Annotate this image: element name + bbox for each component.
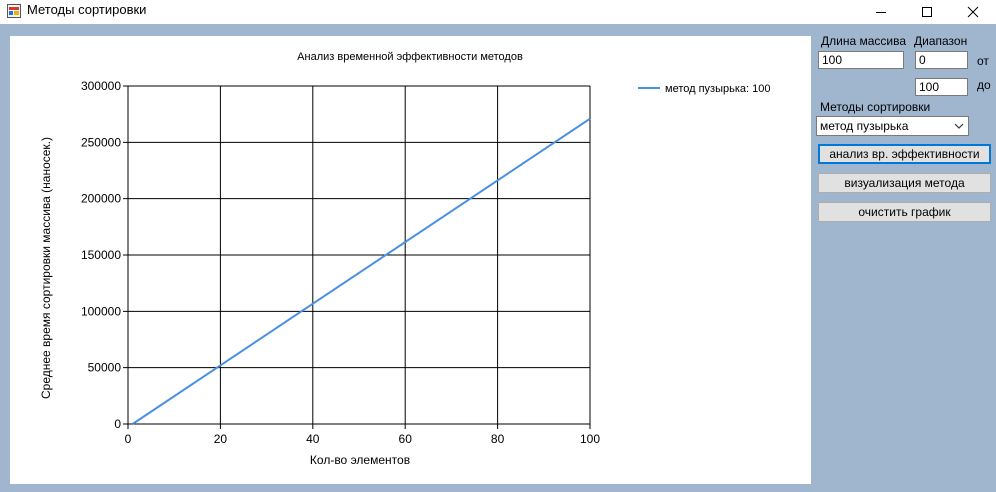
range-from-input[interactable]: 0 <box>915 51 968 69</box>
y-tick-label: 250000 <box>81 135 121 149</box>
y-tick-label: 50000 <box>88 361 122 375</box>
maximize-button[interactable] <box>904 0 950 24</box>
x-tick-label: 100 <box>580 432 600 446</box>
x-tick-label: 40 <box>306 432 320 446</box>
array-length-label: Длина массива <box>821 34 907 48</box>
title-bar: Методы сортировки <box>0 0 996 24</box>
chart-panel: 0 20 40 60 80 100 0 50000 100000 150000 200000 2500… <box>10 36 811 484</box>
legend-entry-label: метод пузырька: 100 <box>665 83 770 95</box>
grid <box>123 85 591 429</box>
tick-labels: 0 20 40 60 80 100 0 50000 100000 150000 200000 2500… <box>81 79 600 446</box>
app-icon <box>7 4 21 18</box>
x-tick-label: 80 <box>491 432 505 446</box>
chart: 0 20 40 60 80 100 0 50000 100000 150000 200000 2500… <box>39 51 770 467</box>
methods-label: Методы сортировки <box>820 100 931 114</box>
y-tick-label: 100000 <box>81 304 121 318</box>
chevron-down-icon <box>954 123 964 129</box>
method-select-value: метод пузырька <box>820 119 909 133</box>
legend: метод пузырька: 100 <box>638 83 770 95</box>
x-tick-label: 20 <box>214 432 228 446</box>
y-tick-label: 300000 <box>81 79 121 93</box>
minimize-button[interactable] <box>858 0 904 24</box>
window-title: Методы сортировки <box>27 2 147 17</box>
visualize-button[interactable]: визуализация метода <box>818 173 991 193</box>
range-to-input[interactable]: 100 <box>915 78 968 96</box>
series-layer <box>132 117 591 425</box>
y-tick-label: 150000 <box>81 248 121 262</box>
maximize-icon <box>922 7 932 17</box>
range-from-label: от <box>977 54 989 68</box>
chart-title: Анализ временной эффективности методов <box>297 51 523 63</box>
minimize-icon <box>876 12 886 13</box>
clear-chart-button[interactable]: очистить график <box>818 202 991 222</box>
x-tick-label: 0 <box>125 432 132 446</box>
controls-panel: Длина массива Диапазон 100 0 от 100 до М… <box>811 24 996 492</box>
series-line <box>132 117 591 425</box>
x-tick-label: 60 <box>399 432 413 446</box>
analysis-button[interactable]: анализ вр. эффективности <box>818 144 991 164</box>
x-axis-label: Кол-во элементов <box>310 453 410 467</box>
array-length-input[interactable]: 100 <box>818 51 904 69</box>
method-select[interactable]: метод пузырька <box>816 116 969 136</box>
range-label: Диапазон <box>914 34 968 48</box>
y-tick-label: 200000 <box>81 192 121 206</box>
close-icon <box>967 6 979 18</box>
range-to-label: до <box>977 78 991 92</box>
close-button[interactable] <box>950 0 996 24</box>
y-axis-label: Среднее время сортировки массива (наносе… <box>39 137 53 399</box>
y-tick-label: 0 <box>114 417 121 431</box>
